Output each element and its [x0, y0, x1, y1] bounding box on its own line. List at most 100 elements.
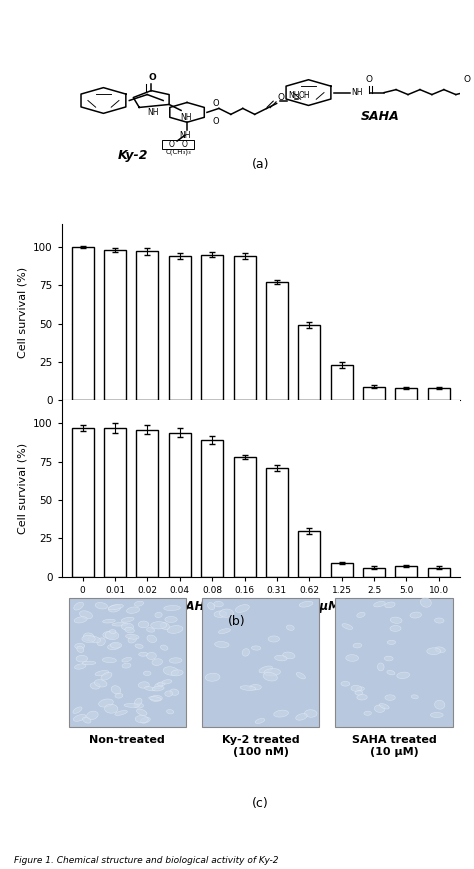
Ellipse shape [121, 617, 134, 622]
Bar [395, 566, 418, 577]
Ellipse shape [109, 629, 116, 634]
Bar [331, 563, 353, 577]
Ellipse shape [108, 605, 123, 610]
Ellipse shape [135, 644, 143, 648]
Bar [72, 247, 94, 401]
Text: NH: NH [352, 88, 363, 97]
Ellipse shape [80, 611, 92, 619]
Ellipse shape [73, 714, 86, 721]
Ellipse shape [299, 601, 313, 607]
Ellipse shape [263, 673, 277, 681]
Ellipse shape [145, 687, 155, 691]
Ellipse shape [240, 686, 256, 691]
Ellipse shape [208, 602, 215, 610]
Text: NH: NH [180, 113, 191, 122]
Ellipse shape [121, 623, 134, 630]
Text: NH: NH [179, 131, 191, 140]
Bar [104, 250, 126, 401]
Ellipse shape [165, 616, 177, 622]
Ellipse shape [88, 636, 100, 643]
Ellipse shape [169, 658, 182, 663]
Ellipse shape [435, 618, 444, 623]
Text: Ky-2: Ky-2 [118, 149, 148, 162]
Ellipse shape [410, 612, 421, 618]
Y-axis label: Cell survival (%): Cell survival (%) [18, 267, 27, 358]
Bar [363, 387, 385, 401]
Ellipse shape [146, 653, 156, 660]
Ellipse shape [430, 713, 443, 718]
Ellipse shape [127, 607, 140, 614]
Ellipse shape [125, 627, 134, 633]
Ellipse shape [255, 719, 265, 724]
Bar [169, 433, 191, 577]
Ellipse shape [385, 602, 395, 607]
Ellipse shape [435, 700, 445, 709]
Ellipse shape [214, 601, 223, 607]
Ellipse shape [87, 711, 98, 720]
Ellipse shape [397, 672, 410, 679]
Ellipse shape [411, 695, 419, 699]
Bar [234, 457, 255, 577]
Ellipse shape [364, 711, 372, 715]
Ellipse shape [90, 683, 100, 689]
Ellipse shape [94, 680, 107, 687]
Ellipse shape [82, 635, 95, 642]
FancyBboxPatch shape [163, 140, 194, 149]
Ellipse shape [385, 695, 395, 700]
Ellipse shape [374, 705, 385, 713]
Bar [69, 598, 186, 726]
Ellipse shape [77, 647, 84, 653]
Text: O: O [213, 99, 219, 108]
Ellipse shape [126, 634, 139, 640]
Bar [428, 388, 450, 401]
Ellipse shape [163, 667, 178, 675]
Ellipse shape [115, 693, 123, 698]
Ellipse shape [161, 622, 169, 630]
Ellipse shape [268, 636, 280, 642]
Ellipse shape [151, 621, 167, 629]
Ellipse shape [427, 647, 441, 654]
Ellipse shape [252, 646, 261, 650]
Ellipse shape [353, 643, 362, 648]
Ellipse shape [152, 659, 163, 666]
Ellipse shape [112, 622, 128, 626]
Y-axis label: Cell survival (%): Cell survival (%) [18, 443, 27, 534]
Ellipse shape [140, 718, 150, 723]
Ellipse shape [264, 668, 281, 676]
Ellipse shape [122, 657, 131, 662]
Ellipse shape [161, 645, 168, 650]
Ellipse shape [95, 671, 109, 676]
Ellipse shape [167, 626, 183, 634]
Text: (b): (b) [228, 615, 246, 627]
Text: O   O: O O [169, 140, 188, 149]
Text: Ky-2 treated
(100 nM): Ky-2 treated (100 nM) [222, 735, 300, 757]
Ellipse shape [219, 628, 230, 634]
Ellipse shape [164, 606, 180, 611]
Ellipse shape [166, 709, 174, 714]
Ellipse shape [101, 673, 112, 680]
Ellipse shape [82, 717, 91, 723]
Ellipse shape [144, 671, 151, 675]
Ellipse shape [357, 694, 367, 700]
Bar [335, 598, 453, 726]
Ellipse shape [75, 643, 85, 649]
Bar [137, 429, 158, 577]
Ellipse shape [74, 602, 83, 610]
Ellipse shape [342, 624, 353, 629]
Ellipse shape [74, 664, 86, 669]
Ellipse shape [122, 663, 131, 668]
Text: SAHA: SAHA [361, 110, 400, 123]
Text: O: O [365, 76, 373, 84]
Text: O: O [464, 75, 471, 83]
Text: NH: NH [148, 108, 159, 116]
Ellipse shape [97, 638, 105, 646]
X-axis label: Ky-2 concentration (nM): Ky-2 concentration (nM) [181, 424, 341, 437]
Ellipse shape [138, 621, 149, 627]
Bar [428, 567, 450, 577]
Ellipse shape [150, 695, 162, 701]
Ellipse shape [170, 689, 179, 695]
Text: (a): (a) [252, 158, 269, 171]
Bar [298, 531, 320, 577]
Ellipse shape [341, 681, 350, 687]
Bar [298, 325, 320, 401]
